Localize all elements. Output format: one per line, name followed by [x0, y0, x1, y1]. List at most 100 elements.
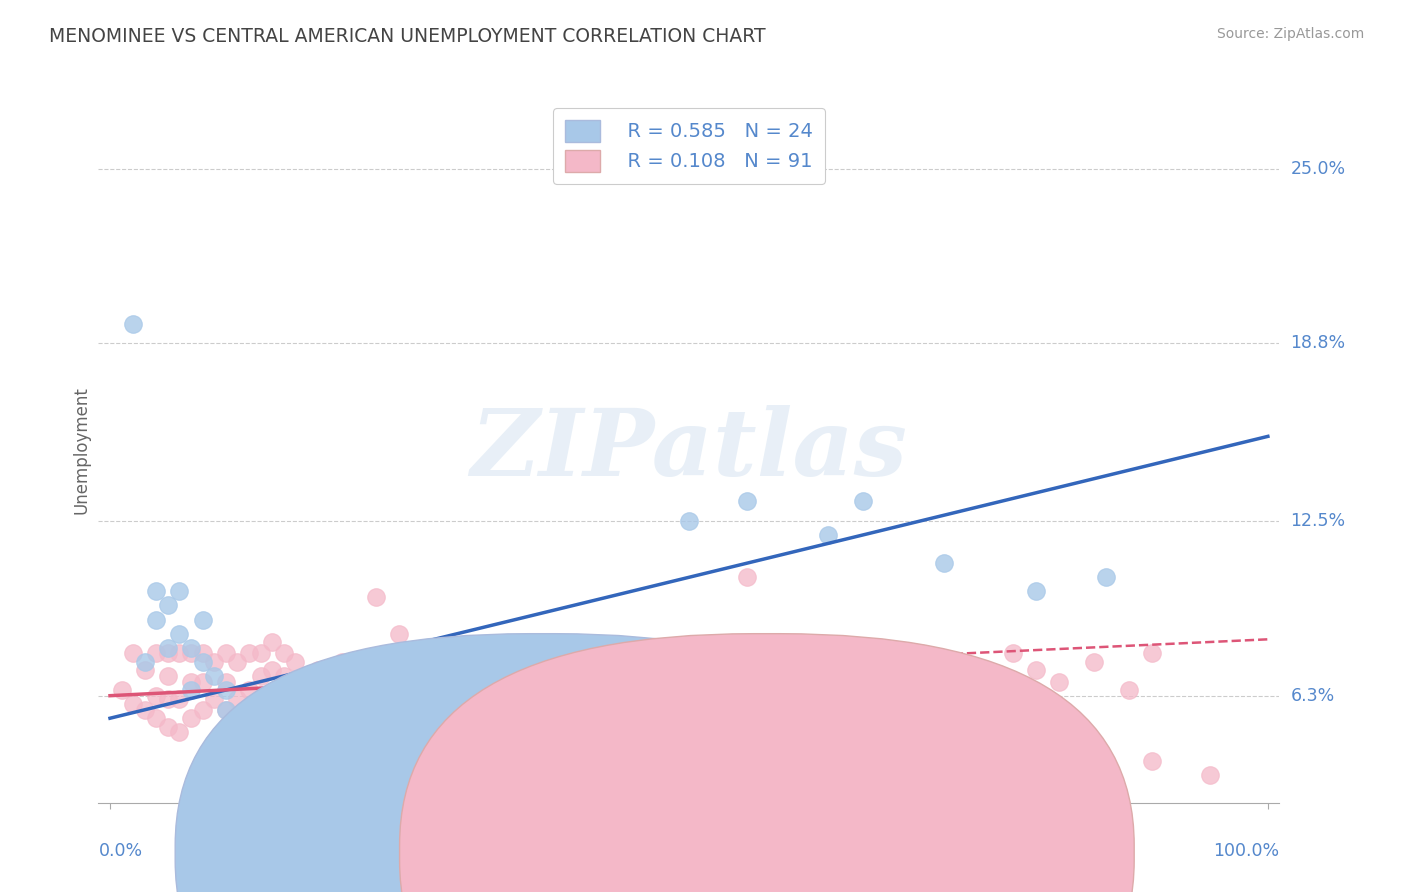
Point: [1094, 570, 1116, 584]
Point: [122, 647, 145, 661]
Point: [156, 640, 179, 655]
Point: [585, 691, 607, 706]
Point: [1002, 647, 1025, 661]
Point: [307, 663, 329, 677]
Point: [678, 767, 700, 781]
Point: [226, 691, 249, 706]
Point: [678, 514, 700, 528]
Point: [735, 570, 758, 584]
Text: 12.5%: 12.5%: [1291, 512, 1346, 530]
Point: [215, 683, 238, 698]
Point: [249, 697, 271, 711]
Text: ZIPatlas: ZIPatlas: [471, 406, 907, 495]
Point: [249, 647, 271, 661]
Point: [273, 697, 295, 711]
Point: [215, 703, 238, 717]
Point: [180, 711, 202, 725]
Point: [202, 691, 225, 706]
Text: Menominee: Menominee: [561, 843, 658, 861]
Point: [1118, 683, 1140, 698]
Point: [145, 613, 167, 627]
Point: [932, 556, 955, 570]
Point: [215, 674, 238, 689]
Point: [238, 725, 260, 739]
Point: [191, 613, 214, 627]
Point: [817, 528, 839, 542]
Point: [967, 683, 990, 698]
Point: [191, 655, 214, 669]
Y-axis label: Unemployment: Unemployment: [72, 386, 90, 515]
Point: [770, 674, 793, 689]
Point: [1083, 655, 1105, 669]
Point: [156, 647, 179, 661]
Point: [249, 669, 271, 683]
Point: [700, 674, 723, 689]
Point: [191, 703, 214, 717]
Point: [967, 788, 990, 802]
Point: [145, 647, 167, 661]
Point: [180, 674, 202, 689]
Point: [169, 584, 191, 599]
Point: [145, 584, 167, 599]
Point: [353, 747, 375, 762]
Point: [169, 626, 191, 640]
Point: [295, 674, 318, 689]
Point: [817, 674, 839, 689]
Point: [852, 776, 875, 790]
Point: [852, 494, 875, 508]
Text: Central Americans: Central Americans: [787, 843, 941, 861]
Point: [562, 669, 585, 683]
Point: [366, 590, 388, 604]
Point: [1025, 584, 1047, 599]
Point: [735, 494, 758, 508]
Point: [793, 663, 815, 677]
Point: [793, 754, 815, 768]
Point: [191, 647, 214, 661]
Point: [180, 640, 202, 655]
Point: [342, 697, 364, 711]
Point: [169, 725, 191, 739]
Point: [262, 691, 284, 706]
Point: [284, 655, 307, 669]
Point: [284, 691, 307, 706]
Point: [191, 674, 214, 689]
Point: [910, 647, 932, 661]
Point: [330, 655, 353, 669]
Legend:   R = 0.585   N = 24,   R = 0.108   N = 91: R = 0.585 N = 24, R = 0.108 N = 91: [553, 108, 825, 184]
Text: MENOMINEE VS CENTRAL AMERICAN UNEMPLOYMENT CORRELATION CHART: MENOMINEE VS CENTRAL AMERICAN UNEMPLOYME…: [49, 27, 766, 45]
Point: [1025, 663, 1047, 677]
Point: [226, 711, 249, 725]
Point: [202, 655, 225, 669]
Point: [134, 663, 156, 677]
FancyBboxPatch shape: [176, 633, 910, 892]
Point: [273, 669, 295, 683]
Text: 100.0%: 100.0%: [1213, 842, 1279, 860]
Point: [1049, 674, 1071, 689]
Point: [886, 691, 908, 706]
Point: [1025, 759, 1047, 773]
Point: [388, 759, 411, 773]
Point: [262, 663, 284, 677]
Text: 6.3%: 6.3%: [1291, 687, 1334, 705]
Point: [932, 674, 955, 689]
Point: [110, 683, 132, 698]
Point: [852, 655, 875, 669]
Point: [156, 720, 179, 734]
Point: [388, 626, 411, 640]
Point: [446, 663, 468, 677]
Point: [169, 647, 191, 661]
Point: [156, 599, 179, 613]
Point: [169, 691, 191, 706]
Point: [1199, 767, 1222, 781]
Point: [122, 317, 145, 331]
Point: [470, 674, 492, 689]
Point: [134, 703, 156, 717]
Point: [122, 697, 145, 711]
Point: [1140, 647, 1163, 661]
Text: Source: ZipAtlas.com: Source: ZipAtlas.com: [1216, 27, 1364, 41]
Point: [538, 703, 561, 717]
Point: [1002, 747, 1025, 762]
Point: [353, 663, 375, 677]
FancyBboxPatch shape: [399, 633, 1135, 892]
Point: [655, 691, 678, 706]
